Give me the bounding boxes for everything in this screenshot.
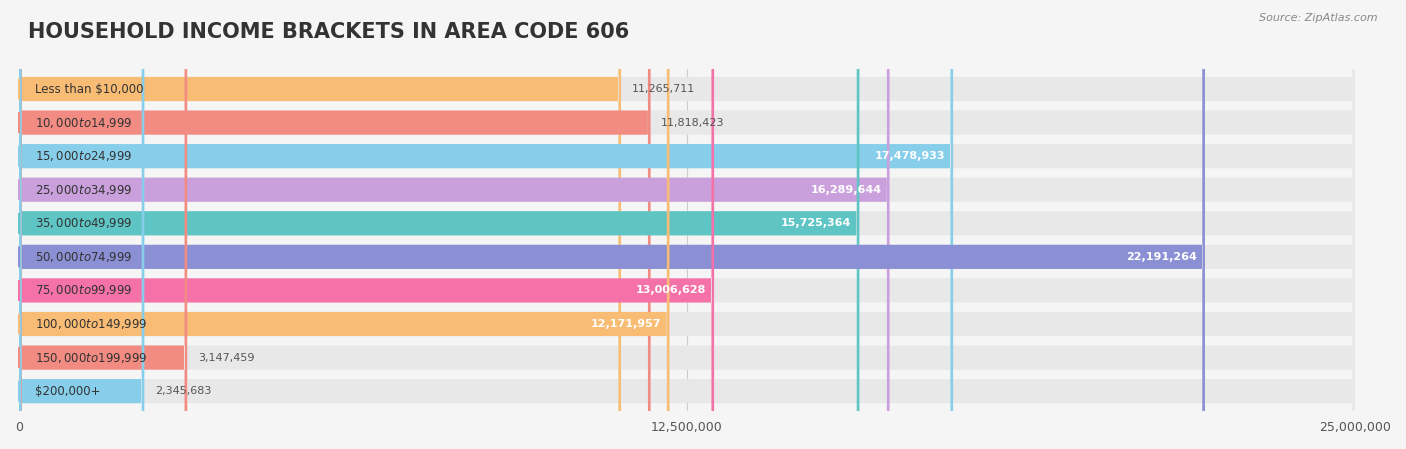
FancyBboxPatch shape <box>20 0 1205 449</box>
FancyBboxPatch shape <box>20 0 953 449</box>
FancyBboxPatch shape <box>20 0 145 449</box>
FancyBboxPatch shape <box>20 0 1355 449</box>
Text: $75,000 to $99,999: $75,000 to $99,999 <box>35 283 132 297</box>
FancyBboxPatch shape <box>20 0 187 449</box>
FancyBboxPatch shape <box>20 0 1355 449</box>
FancyBboxPatch shape <box>20 0 1355 449</box>
Text: Source: ZipAtlas.com: Source: ZipAtlas.com <box>1260 13 1378 23</box>
Text: 13,006,628: 13,006,628 <box>636 286 706 295</box>
Text: $200,000+: $200,000+ <box>35 385 101 398</box>
Text: HOUSEHOLD INCOME BRACKETS IN AREA CODE 606: HOUSEHOLD INCOME BRACKETS IN AREA CODE 6… <box>28 22 630 43</box>
FancyBboxPatch shape <box>20 0 651 449</box>
Text: $10,000 to $14,999: $10,000 to $14,999 <box>35 115 132 130</box>
FancyBboxPatch shape <box>20 0 1355 449</box>
Text: $100,000 to $149,999: $100,000 to $149,999 <box>35 317 148 331</box>
Text: $150,000 to $199,999: $150,000 to $199,999 <box>35 351 148 365</box>
Text: 17,478,933: 17,478,933 <box>875 151 945 161</box>
FancyBboxPatch shape <box>20 0 1355 449</box>
Text: 11,265,711: 11,265,711 <box>631 84 695 94</box>
Text: $50,000 to $74,999: $50,000 to $74,999 <box>35 250 132 264</box>
FancyBboxPatch shape <box>20 0 621 449</box>
FancyBboxPatch shape <box>20 0 1355 449</box>
Text: $25,000 to $34,999: $25,000 to $34,999 <box>35 183 132 197</box>
FancyBboxPatch shape <box>20 0 1355 449</box>
FancyBboxPatch shape <box>20 0 669 449</box>
Text: 11,818,423: 11,818,423 <box>661 118 725 128</box>
Text: 3,147,459: 3,147,459 <box>198 352 254 363</box>
FancyBboxPatch shape <box>20 0 1355 449</box>
Text: 16,289,644: 16,289,644 <box>810 185 882 195</box>
Text: $15,000 to $24,999: $15,000 to $24,999 <box>35 149 132 163</box>
FancyBboxPatch shape <box>20 0 890 449</box>
Text: 15,725,364: 15,725,364 <box>780 218 852 228</box>
FancyBboxPatch shape <box>20 0 1355 449</box>
Text: 2,345,683: 2,345,683 <box>155 386 211 396</box>
FancyBboxPatch shape <box>20 0 859 449</box>
Text: 12,171,957: 12,171,957 <box>591 319 661 329</box>
FancyBboxPatch shape <box>20 0 1355 449</box>
FancyBboxPatch shape <box>20 0 714 449</box>
Text: 22,191,264: 22,191,264 <box>1126 252 1197 262</box>
Text: $35,000 to $49,999: $35,000 to $49,999 <box>35 216 132 230</box>
Text: Less than $10,000: Less than $10,000 <box>35 83 143 96</box>
